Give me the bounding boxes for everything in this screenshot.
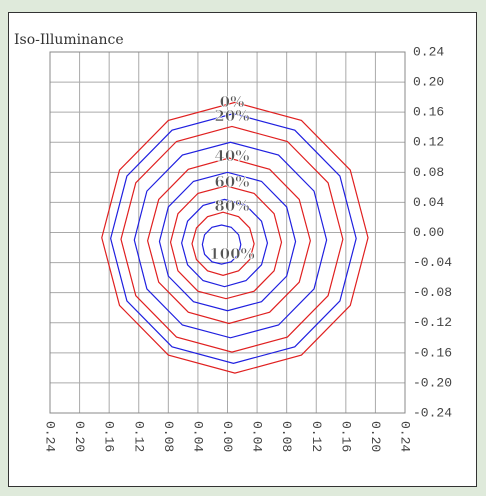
x-tick-label: 0.20 bbox=[72, 421, 87, 452]
contour-line bbox=[110, 113, 357, 364]
contour-line bbox=[158, 171, 297, 312]
x-tick-label: 0.04 bbox=[190, 421, 205, 452]
contour-label: 80% bbox=[214, 197, 249, 215]
y-tick-label: 0.12 bbox=[413, 135, 444, 150]
plot-frame bbox=[49, 51, 406, 414]
y-tick-label: 0.08 bbox=[413, 165, 444, 180]
y-tick-label: 0.00 bbox=[413, 225, 444, 240]
y-tick-label: 0.24 bbox=[413, 44, 444, 59]
x-tick-label: 0.08 bbox=[279, 421, 294, 452]
x-tick-label: 0.12 bbox=[309, 421, 324, 452]
contour-label: 20% bbox=[214, 107, 249, 125]
contour-line bbox=[147, 157, 311, 325]
y-tick-label: 0.16 bbox=[413, 105, 444, 120]
y-tick-label: -0.08 bbox=[413, 285, 452, 300]
x-tick-label: 0.16 bbox=[338, 421, 353, 452]
panel bbox=[8, 12, 477, 487]
y-tick-label: 0.04 bbox=[413, 195, 444, 210]
x-tick-label: 0.00 bbox=[220, 421, 235, 452]
y-tick-label: 0.20 bbox=[413, 75, 444, 90]
x-tick-label: 0.04 bbox=[250, 421, 265, 452]
y-tick-label: -0.24 bbox=[413, 405, 452, 420]
contour-line bbox=[120, 125, 344, 353]
y-tick-label: -0.04 bbox=[413, 255, 452, 270]
contour-label: 40% bbox=[214, 147, 249, 165]
contour-label: 60% bbox=[214, 173, 249, 191]
contour-line bbox=[191, 211, 255, 276]
x-tick-label: 0.12 bbox=[131, 421, 146, 452]
y-tick-label: -0.16 bbox=[413, 345, 452, 360]
contour-line bbox=[133, 141, 328, 339]
contour-line bbox=[169, 185, 283, 300]
x-tick-label: 0.24 bbox=[43, 421, 58, 452]
x-tick-label: 0.20 bbox=[368, 421, 383, 452]
chart-title: Iso-Illuminance bbox=[14, 32, 124, 48]
contour-line bbox=[181, 198, 269, 288]
contour-label: 0% bbox=[220, 93, 245, 111]
x-tick-label: 0.08 bbox=[161, 421, 176, 452]
x-tick-label: 0.24 bbox=[398, 421, 413, 452]
contour-line bbox=[101, 101, 369, 374]
y-tick-label: -0.20 bbox=[413, 375, 452, 390]
y-tick-label: -0.12 bbox=[413, 315, 452, 330]
x-tick-label: 0.16 bbox=[102, 421, 117, 452]
contour-line bbox=[201, 224, 242, 265]
contour-label: 100% bbox=[209, 245, 255, 263]
